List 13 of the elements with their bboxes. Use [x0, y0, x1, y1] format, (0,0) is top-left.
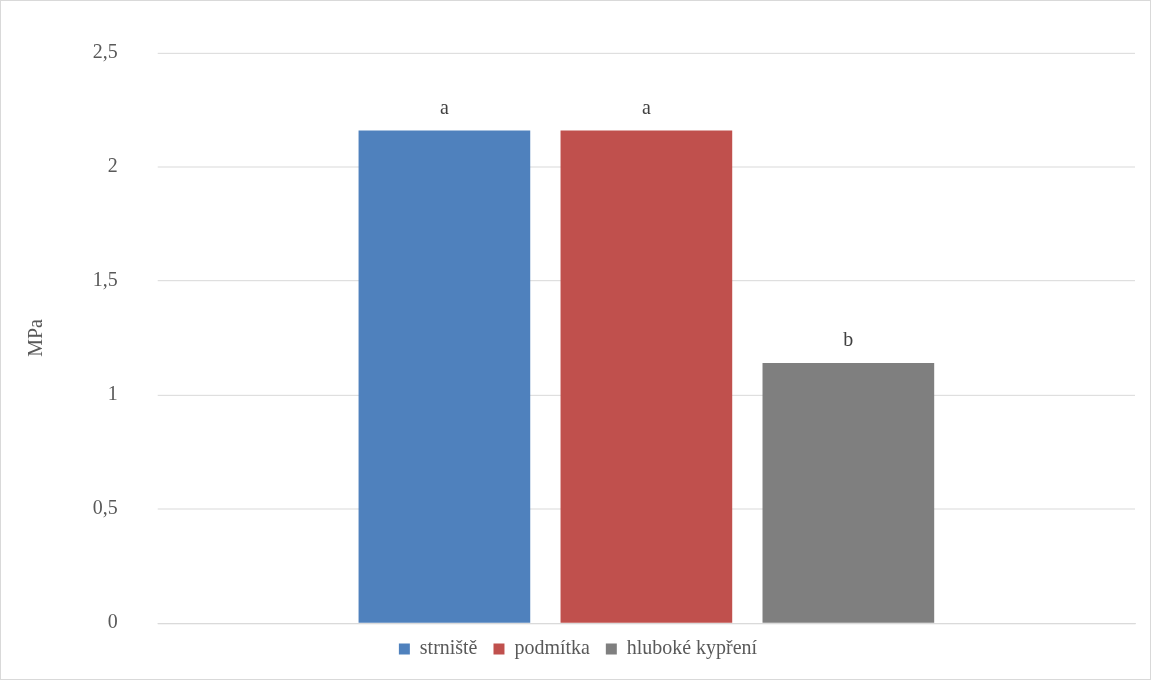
y-axis-title: MPa [24, 319, 47, 357]
legend-label: strniště [419, 636, 478, 659]
data-label: a [641, 95, 651, 118]
data-label: a [439, 95, 449, 118]
y-tick-label: 1 [107, 382, 118, 405]
y-tick-label: 2,5 [92, 40, 118, 63]
y-tick-label: 0,5 [92, 496, 118, 519]
y-tick-label: 1,5 [92, 268, 118, 291]
legend-label: hluboké kypření [626, 636, 758, 660]
y-tick-label: 2 [107, 154, 118, 177]
data-label: b [843, 328, 854, 351]
y-tick-label: 0 [107, 610, 118, 633]
legend-label: podmítka [514, 636, 590, 660]
